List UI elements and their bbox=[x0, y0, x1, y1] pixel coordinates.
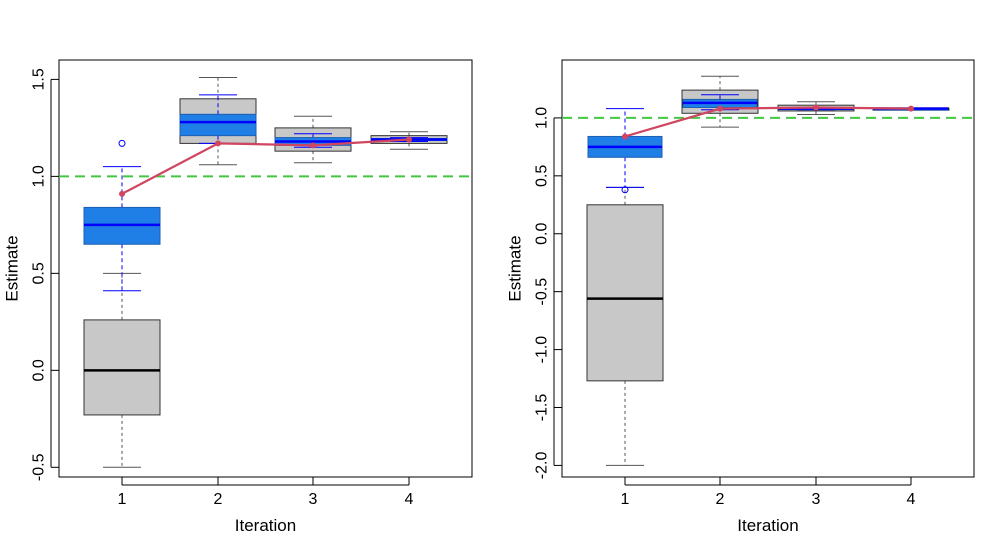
y-tick-label: -2.0 bbox=[534, 452, 551, 480]
blue-outlier bbox=[621, 186, 629, 194]
y-tick-label: -1.5 bbox=[534, 394, 551, 422]
y-tick-label: -1.0 bbox=[534, 336, 551, 364]
mean-point bbox=[622, 133, 628, 140]
y-axis-title: Estimate bbox=[3, 235, 22, 301]
blue-box-body bbox=[179, 113, 257, 137]
x-tick-label: 2 bbox=[214, 491, 223, 508]
gray-box-1 bbox=[586, 186, 664, 466]
mean-point bbox=[119, 190, 125, 197]
x-tick-label: 3 bbox=[812, 491, 821, 508]
y-tick-label: 0.5 bbox=[534, 165, 551, 187]
y-tick-label: 0.0 bbox=[534, 223, 551, 245]
plot-frame bbox=[561, 59, 975, 478]
gray-box-1 bbox=[83, 272, 161, 468]
y-tick-label: 1.5 bbox=[31, 68, 48, 90]
y-tick-label: -0.5 bbox=[31, 453, 48, 481]
x-tick-label: 1 bbox=[621, 491, 630, 508]
gray-box-body bbox=[83, 319, 161, 416]
y-tick-label: 0.5 bbox=[31, 262, 48, 284]
y-axis-title: Estimate bbox=[506, 235, 525, 301]
x-tick-label: 2 bbox=[716, 491, 725, 508]
mean-line bbox=[121, 138, 410, 195]
x-tick-label: 1 bbox=[118, 491, 127, 508]
y-tick-label: 0.0 bbox=[31, 359, 48, 381]
left-panel: -0.5 0.0 0.5 1.0 1.5 1 2 3 4 Iteration Estimate bbox=[3, 59, 473, 535]
x-tick-label: 3 bbox=[309, 491, 318, 508]
gray-box-body bbox=[586, 204, 664, 382]
blue-box-2 bbox=[179, 94, 257, 144]
blue-box-1 bbox=[587, 108, 663, 194]
x-tick-label: 4 bbox=[405, 491, 414, 508]
plot-frame bbox=[58, 59, 473, 478]
mean-point bbox=[717, 105, 723, 112]
y-tick-label: 1.0 bbox=[31, 165, 48, 187]
x-axis-title: Iteration bbox=[737, 516, 798, 535]
blue-box-1 bbox=[83, 139, 161, 292]
mean-line bbox=[624, 106, 912, 138]
mean-point bbox=[406, 136, 412, 143]
mean-point bbox=[908, 105, 914, 112]
blue-outlier bbox=[118, 139, 126, 147]
right-panel: -2.0 -1.5 -1.0 -0.5 0.0 0.5 1.0 1 2 3 4 Iteration Es… bbox=[506, 59, 975, 535]
x-tick-label: 4 bbox=[907, 491, 916, 508]
x-axis-title: Iteration bbox=[235, 516, 296, 535]
mean-point bbox=[215, 140, 221, 147]
mean-point bbox=[310, 142, 316, 149]
mean-point bbox=[813, 104, 819, 111]
y-tick-label: -0.5 bbox=[534, 278, 551, 306]
y-tick-label: 1.0 bbox=[534, 107, 551, 129]
